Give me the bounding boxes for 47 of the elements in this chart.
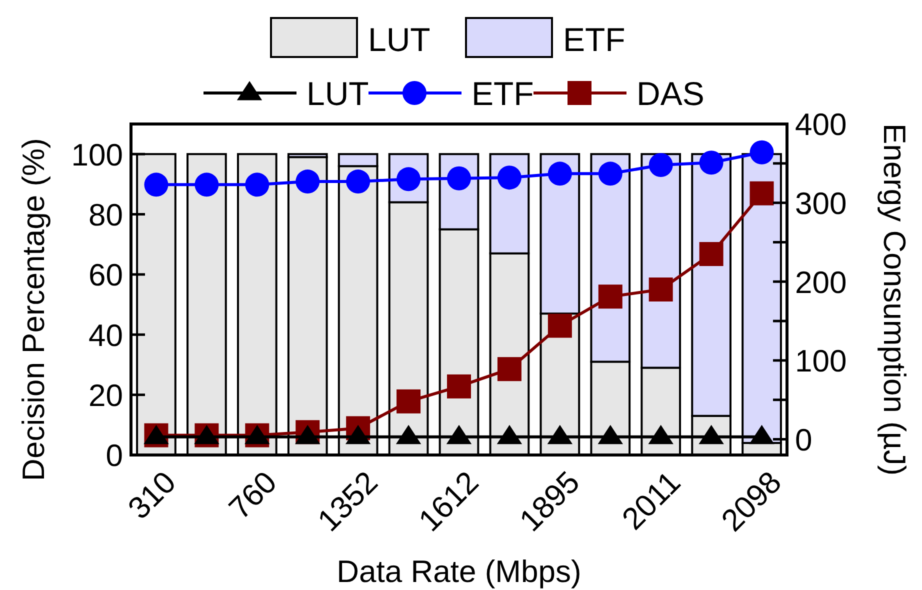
point (296, 170, 320, 194)
point (245, 172, 270, 197)
y2-tick-label: 400 (795, 107, 847, 142)
legend-label: LUT (368, 21, 430, 58)
point (446, 424, 472, 444)
y-tick-label: 20 (88, 378, 123, 413)
point (699, 242, 724, 266)
point (345, 424, 371, 444)
point (447, 166, 471, 190)
y-tick-label: 80 (88, 197, 123, 232)
y-tick-label: 60 (88, 258, 123, 293)
point (598, 424, 623, 444)
point (750, 181, 774, 206)
point (194, 172, 219, 197)
legend-label: ETF (563, 21, 626, 58)
x-tick-label: 760 (222, 464, 284, 526)
point (648, 424, 674, 444)
y-tick-label: 0 (106, 438, 123, 474)
y-tick-label: 40 (88, 318, 123, 353)
point (598, 284, 622, 309)
point (346, 170, 370, 194)
point (497, 166, 522, 190)
y2-axis-title: Energy Consumption (µJ) (877, 123, 912, 476)
y2-tick-label: 100 (795, 344, 847, 379)
point (548, 314, 572, 338)
point (144, 172, 168, 197)
y-tick-label: 100 (71, 137, 123, 172)
point (699, 150, 724, 175)
point (749, 424, 774, 444)
point (598, 162, 622, 186)
point (496, 424, 522, 444)
x-axis-title: Data Rate (Mbps) (336, 554, 582, 589)
point (547, 424, 573, 444)
point (648, 278, 673, 302)
legend-label: DAS (636, 75, 704, 112)
point (396, 424, 422, 444)
point (750, 140, 774, 164)
legend-label: ETF (472, 75, 534, 112)
y-axis-title: Decision Percentage (%) (16, 138, 51, 481)
y2-tick-label: 300 (795, 186, 847, 221)
point (295, 424, 320, 444)
legend-label: LUT (306, 75, 369, 112)
x-tick-label: 310 (121, 464, 183, 526)
point (548, 162, 572, 186)
y2-tick-label: 0 (795, 422, 812, 458)
point (648, 152, 673, 177)
y2-tick-label: 200 (795, 264, 847, 300)
